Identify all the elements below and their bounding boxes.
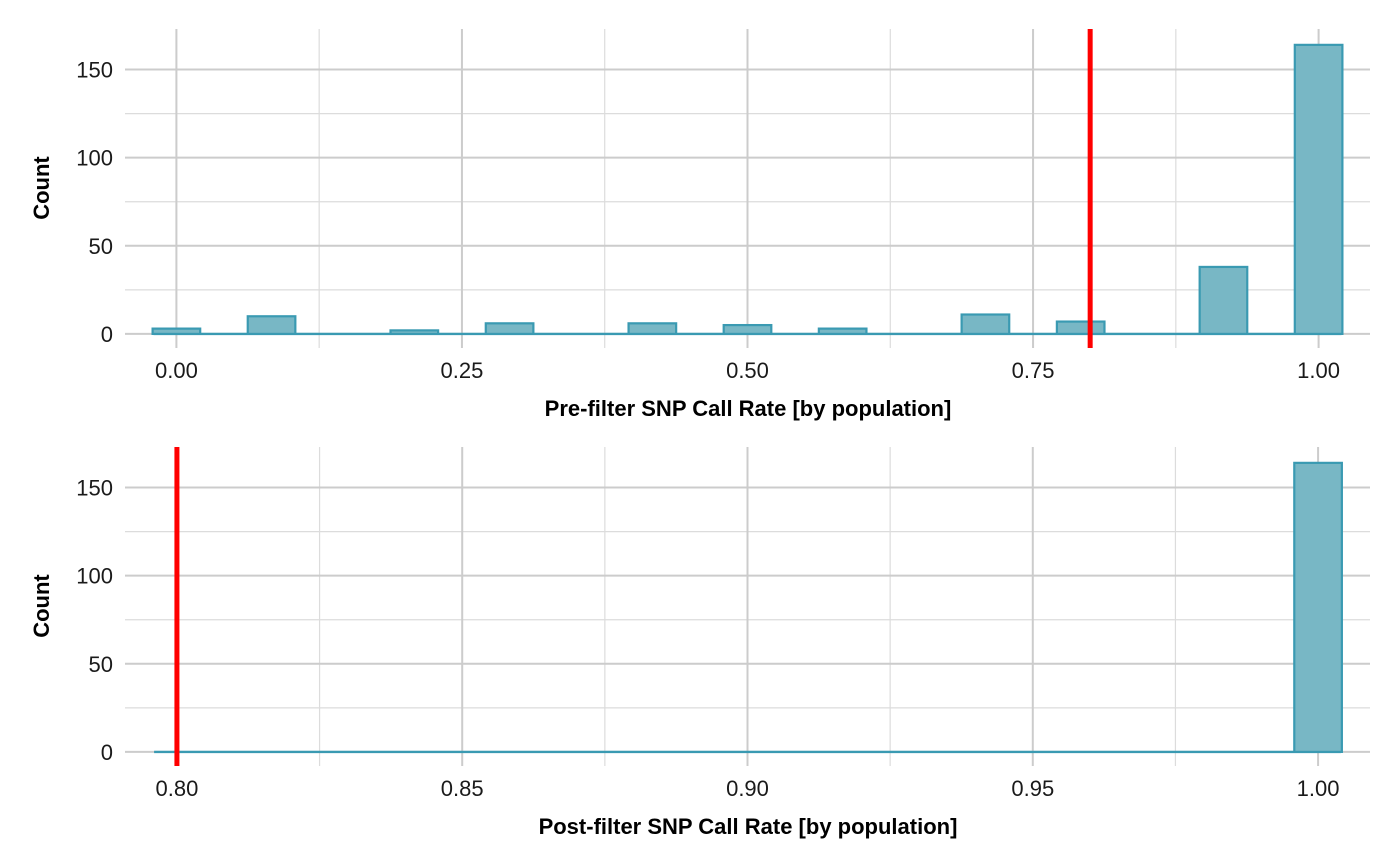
- x-tick-label: 0.75: [1012, 358, 1055, 383]
- histogram-bar: [722, 323, 773, 336]
- histogram-bar: [389, 329, 440, 336]
- histogram-bar: [817, 327, 868, 336]
- x-tick-label: 0.85: [441, 776, 484, 801]
- x-tick-label: 0.90: [726, 776, 769, 801]
- pre-filter-plot-area: 0.00 0.25 0.50 0.75 1.00 0 50 100 150: [76, 29, 1370, 383]
- pre-filter-histogram-panel: 0.00 0.25 0.50 0.75 1.00 0 50 100 150 Pre-filter…: [29, 29, 1370, 421]
- y-tick-label: 100: [76, 146, 113, 171]
- x-tick-label: 1.00: [1297, 358, 1340, 383]
- x-tick-label: 0.50: [726, 358, 769, 383]
- y-tick-label: 50: [89, 652, 113, 677]
- y-tick-label: 100: [76, 564, 113, 589]
- x-tick-label: 0.95: [1011, 776, 1054, 801]
- y-tick-label: 150: [76, 476, 113, 501]
- post-filter-histogram-panel: 0.80 0.85 0.90 0.95 1.00 0 50 100 150 Post-filte…: [29, 447, 1370, 839]
- y-tick-label: 0: [101, 740, 113, 765]
- histogram-bar: [960, 313, 1011, 336]
- histogram-bar: [151, 327, 202, 336]
- histogram-bar: [1293, 461, 1343, 754]
- x-tick-label: 0.00: [155, 358, 198, 383]
- pre-filter-y-axis-title: Count: [29, 156, 54, 220]
- histogram-bar: [1293, 43, 1344, 336]
- histogram-bar: [246, 315, 297, 336]
- y-tick-label: 50: [89, 234, 113, 259]
- x-tick-label: 0.25: [441, 358, 484, 383]
- post-filter-plot-area: 0.80 0.85 0.90 0.95 1.00 0 50 100 150: [76, 447, 1370, 801]
- histogram-bar: [484, 322, 535, 336]
- histogram-bar: [1198, 265, 1249, 336]
- post-filter-y-axis-title: Count: [29, 574, 54, 638]
- y-tick-label: 0: [101, 322, 113, 347]
- histogram-bar: [1055, 320, 1106, 336]
- y-tick-label: 150: [76, 58, 113, 83]
- post-filter-x-axis-title: Post-filter SNP Call Rate [by population…: [539, 814, 958, 839]
- x-tick-label: 1.00: [1297, 776, 1340, 801]
- pre-filter-x-axis-title: Pre-filter SNP Call Rate [by population]: [545, 396, 952, 421]
- histogram-bar: [627, 322, 678, 336]
- x-tick-label: 0.80: [156, 776, 199, 801]
